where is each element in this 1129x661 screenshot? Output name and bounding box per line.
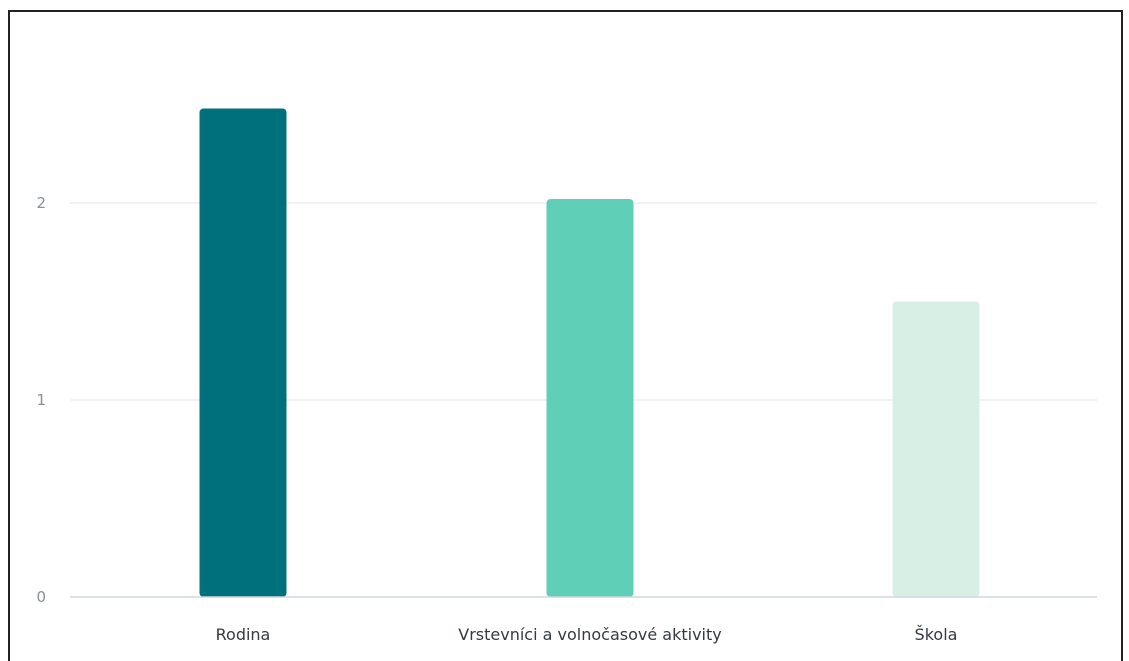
y-tick-label: 0 [36, 588, 46, 606]
bar-0[interactable] [199, 108, 287, 597]
bars [199, 108, 980, 598]
x-tick-label: Vrstevníci a volnočasové aktivity [458, 625, 721, 644]
bar-1[interactable] [546, 199, 634, 597]
x-tick-label: Škola [915, 625, 958, 644]
y-axis-ticks: 0 1 2 [36, 194, 46, 606]
x-axis-labels: Rodina Vrstevníci a volnočasové aktivity Š… [216, 625, 958, 644]
bar-2[interactable] [892, 301, 980, 598]
y-tick-label: 2 [36, 194, 46, 212]
x-tick-label: Rodina [216, 625, 271, 644]
y-tick-label: 1 [36, 391, 46, 409]
